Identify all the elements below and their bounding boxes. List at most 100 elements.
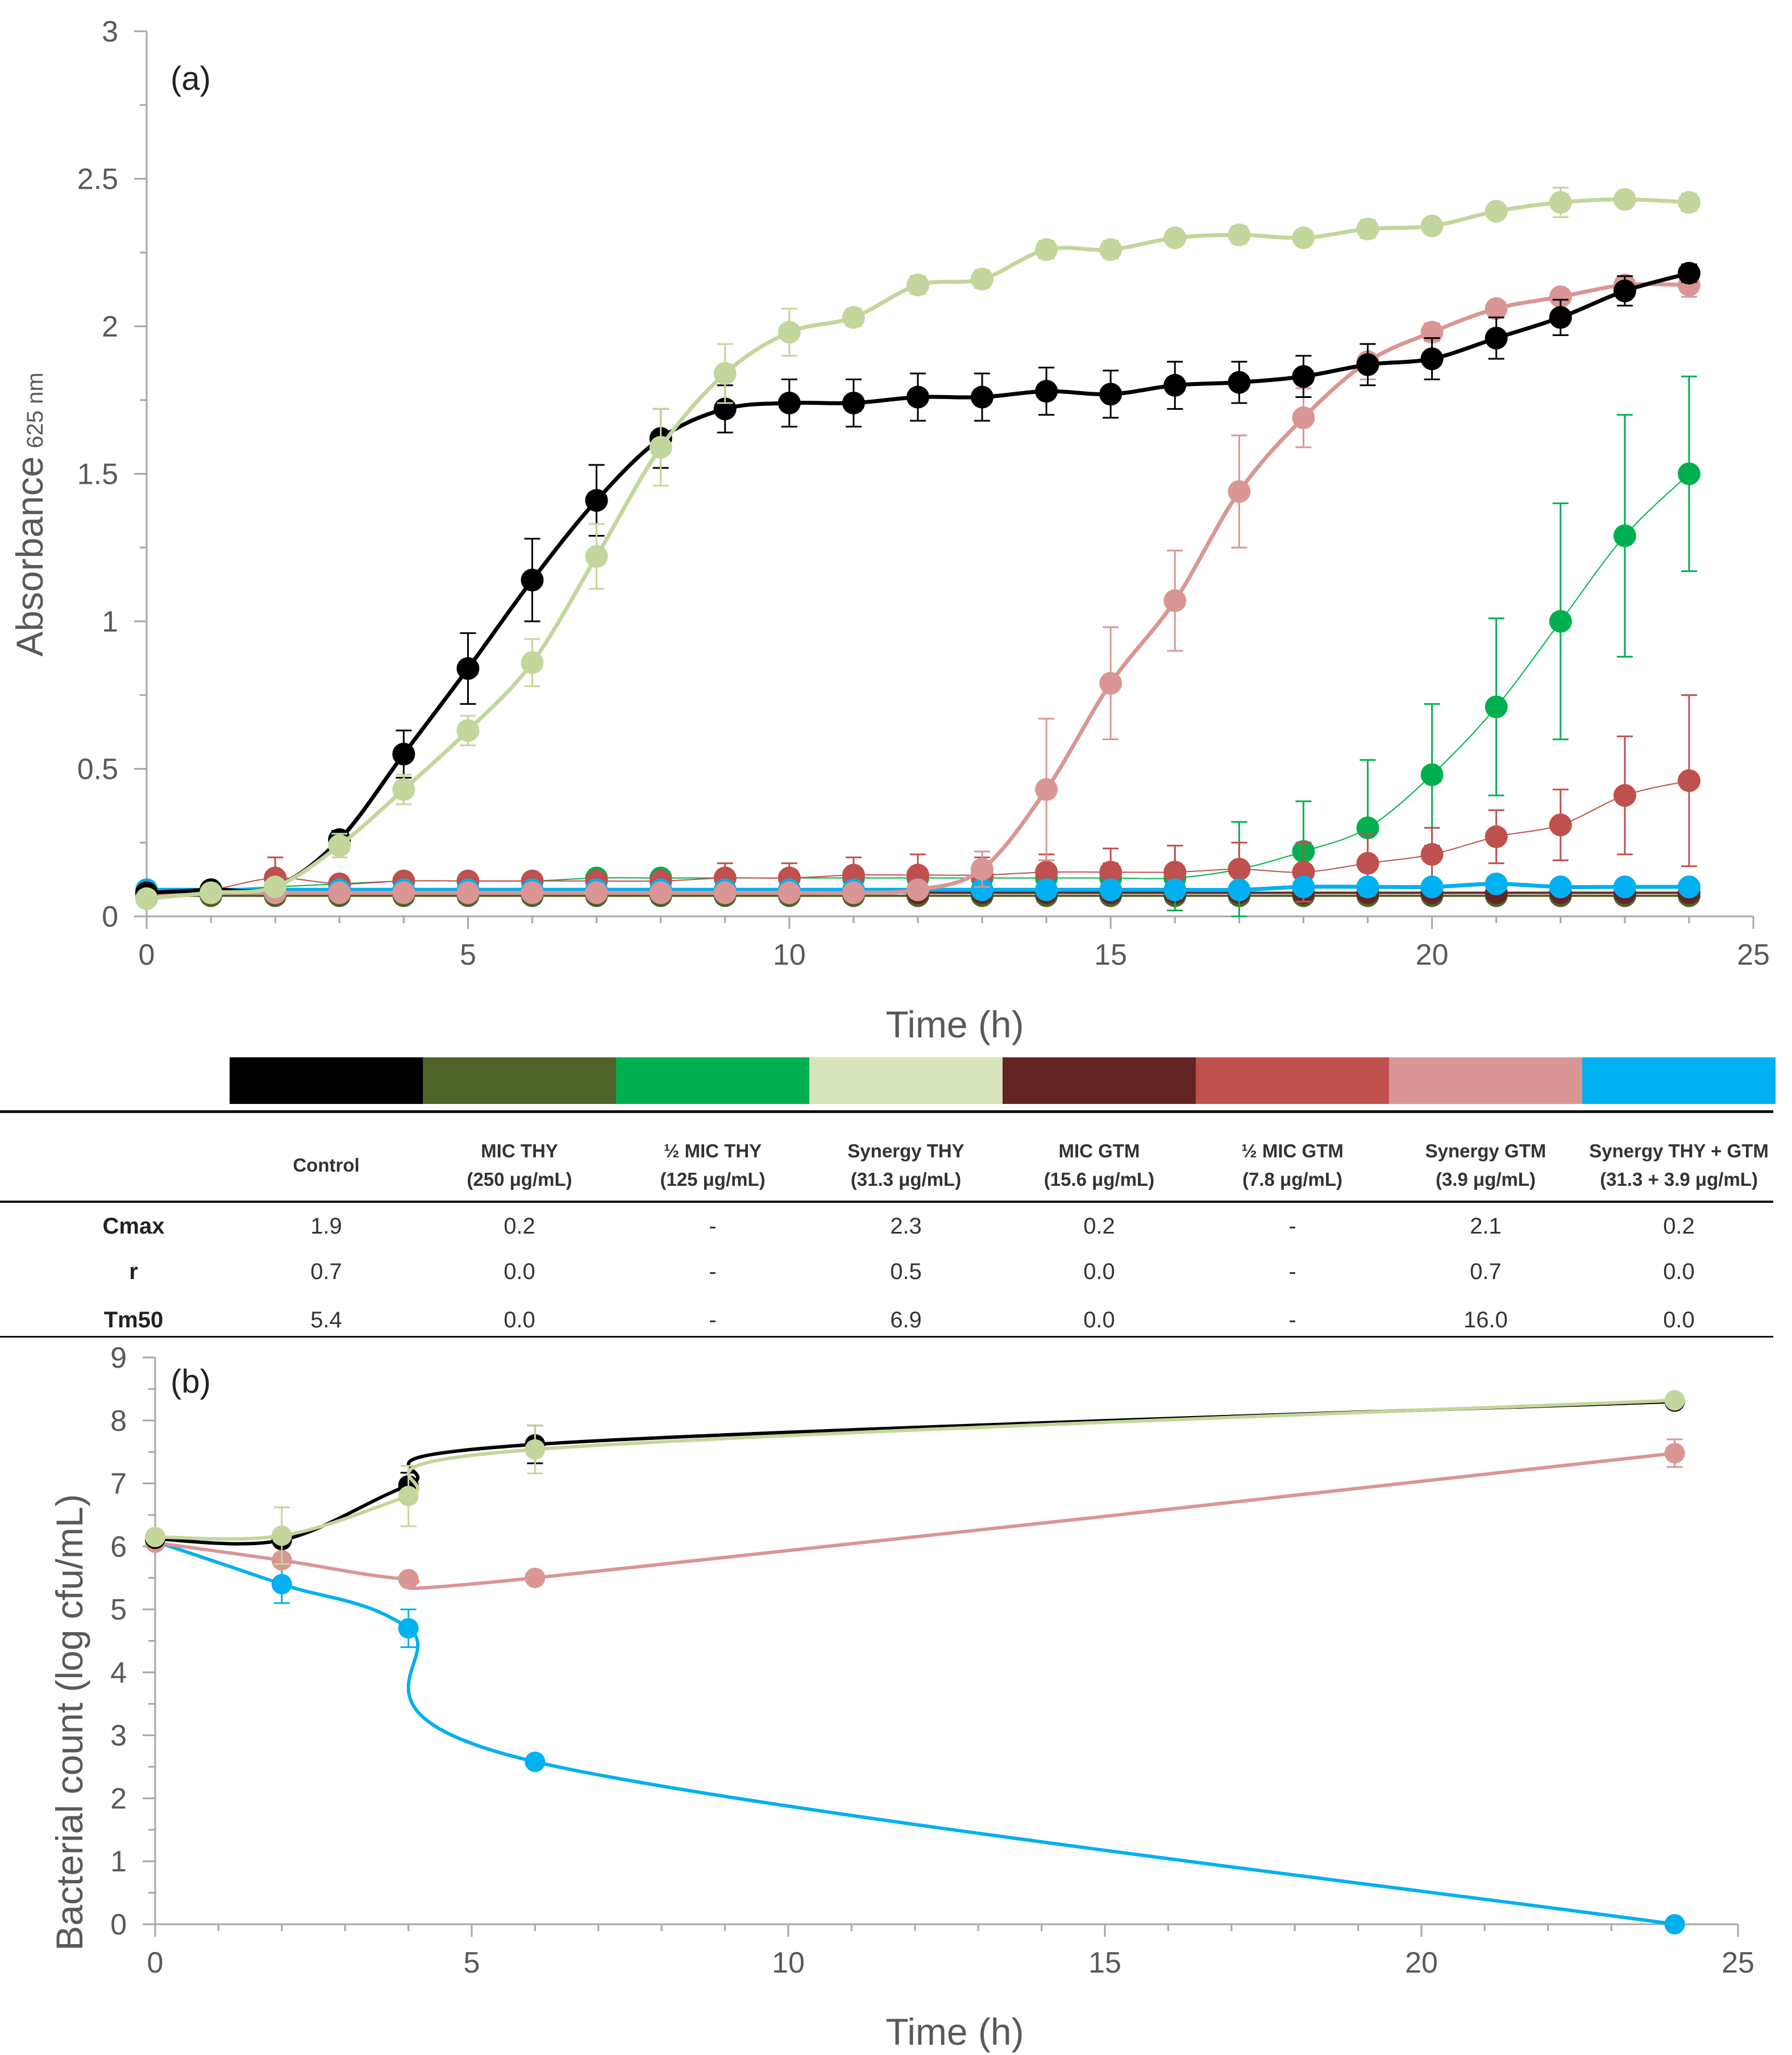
series-synergy-thy-gtm bbox=[145, 1531, 1685, 1934]
data-point bbox=[1292, 406, 1315, 429]
data-point bbox=[135, 887, 158, 910]
x-tick-label: 0 bbox=[147, 1946, 164, 1979]
data-point bbox=[1163, 373, 1187, 397]
series-line bbox=[146, 473, 1690, 894]
y-tick-label: 1 bbox=[110, 1845, 127, 1878]
chart-bacterial-count: 0 5 10 15 20 25 0 1 2 3 4 5 6 7 8 9 (b) Time (h) Bacter… bbox=[48, 1342, 1754, 2053]
y-tick-label: 2 bbox=[102, 310, 118, 343]
header-line1: Control bbox=[293, 1155, 360, 1176]
header-line2: (3.9 μg/mL) bbox=[1435, 1169, 1536, 1190]
series-line bbox=[146, 271, 1690, 895]
data-point bbox=[971, 267, 994, 290]
legend-swatch-mic-thy bbox=[423, 1057, 616, 1104]
table-cell: - bbox=[1288, 1214, 1296, 1239]
data-point bbox=[1549, 813, 1572, 837]
series-synergy-gtm bbox=[135, 272, 1700, 907]
legend-swatch-mic-gtm bbox=[1003, 1057, 1196, 1104]
x-tick-label: 10 bbox=[772, 1946, 805, 1979]
data-point bbox=[777, 881, 801, 904]
header-line1: ½ MIC THY bbox=[663, 1140, 762, 1161]
data-point bbox=[1035, 878, 1058, 902]
series-line bbox=[146, 282, 1689, 898]
legend-swatch-control bbox=[230, 1057, 423, 1104]
data-point bbox=[713, 362, 737, 385]
series-synergy-thy bbox=[135, 186, 1700, 910]
y-tick-label: 5 bbox=[110, 1593, 127, 1626]
data-point bbox=[328, 881, 351, 904]
series-line bbox=[146, 197, 1690, 901]
data-point bbox=[1677, 191, 1700, 214]
data-point bbox=[525, 1567, 546, 1588]
data-point bbox=[1099, 238, 1122, 261]
table-header-synergy-gtm: Synergy GTM (3.9 μg/mL) bbox=[1389, 1137, 1582, 1194]
data-point bbox=[1677, 462, 1700, 485]
header-line2: (7.8 μg/mL) bbox=[1242, 1169, 1343, 1190]
y-axis-title-a-sub: 625 nm bbox=[23, 372, 48, 448]
data-point bbox=[145, 1526, 165, 1547]
data-point bbox=[1035, 861, 1058, 884]
data-point bbox=[906, 385, 929, 409]
row-label-cmax: Cmax bbox=[102, 1214, 165, 1239]
series-line bbox=[155, 1539, 1675, 1926]
table-cell: 0.0 bbox=[1083, 1259, 1115, 1284]
x-tick-label: 0 bbox=[139, 939, 155, 972]
table-cell: - bbox=[709, 1214, 717, 1239]
data-point bbox=[1549, 875, 1572, 899]
data-point bbox=[1099, 383, 1122, 406]
y-tick-label: 0 bbox=[110, 1908, 127, 1941]
series-synergy-gtm bbox=[145, 1438, 1685, 1590]
series-control bbox=[135, 261, 1700, 904]
data-point bbox=[1549, 610, 1572, 633]
data-point bbox=[777, 321, 801, 344]
x-tick-label: 15 bbox=[1088, 1946, 1121, 1979]
data-point bbox=[906, 273, 929, 297]
data-point bbox=[842, 306, 865, 329]
data-point bbox=[521, 651, 544, 674]
y-tick-label: 3 bbox=[110, 1720, 127, 1753]
header-line1: Synergy GTM bbox=[1425, 1140, 1546, 1161]
data-point bbox=[1420, 763, 1444, 786]
table-header-mic-gtm: MIC GTM (15.6 μg/mL) bbox=[1003, 1137, 1196, 1194]
y-tick-label: 3 bbox=[102, 15, 118, 48]
x-axis-title-a: Time (h) bbox=[885, 1003, 1024, 1045]
y-tick-label: 1 bbox=[102, 605, 118, 638]
data-point bbox=[1613, 524, 1636, 547]
header-line1: Synergy THY bbox=[847, 1140, 964, 1161]
header-line1: MIC GTM bbox=[1058, 1140, 1140, 1161]
legend-swatch-synergy-gtm bbox=[1389, 1057, 1582, 1104]
parameter-table: Control MIC THY (250 μg/mL) ½ MIC THY (125 μ… bbox=[0, 1057, 1792, 1342]
data-point bbox=[392, 742, 415, 766]
table-cell: 0.7 bbox=[1470, 1259, 1502, 1284]
table-cell: 2.1 bbox=[1470, 1214, 1502, 1239]
table-header-control: Control bbox=[230, 1151, 423, 1180]
data-point bbox=[1356, 852, 1379, 875]
header-line2: (15.6 μg/mL) bbox=[1043, 1169, 1155, 1190]
table-header-half-mic-thy: ½ MIC THY (125 μg/mL) bbox=[616, 1137, 809, 1194]
data-point bbox=[1228, 371, 1251, 394]
data-point bbox=[1163, 589, 1187, 612]
data-point bbox=[1613, 188, 1636, 211]
table-cell: 2.3 bbox=[890, 1214, 922, 1239]
data-point bbox=[1677, 769, 1700, 792]
data-point bbox=[1485, 695, 1508, 719]
data-point bbox=[1677, 261, 1700, 285]
data-point bbox=[264, 875, 287, 899]
table-cell: 5.4 bbox=[310, 1307, 342, 1332]
table-cell: - bbox=[1288, 1307, 1296, 1332]
data-point bbox=[713, 881, 737, 904]
data-point bbox=[1356, 353, 1379, 376]
table-cell: 1.9 bbox=[310, 1214, 342, 1239]
data-point bbox=[456, 657, 480, 680]
data-point bbox=[525, 1439, 546, 1460]
header-line1: ½ MIC GTM bbox=[1241, 1140, 1344, 1161]
series-half-mic-thy bbox=[135, 375, 1700, 918]
x-axis-title-b: Time (h) bbox=[885, 2011, 1024, 2053]
data-point bbox=[1228, 223, 1251, 247]
data-point bbox=[1664, 1390, 1685, 1411]
table-header-half-mic-gtm: ½ MIC GTM (7.8 μg/mL) bbox=[1196, 1137, 1389, 1194]
y-tick-label: 8 bbox=[110, 1405, 127, 1438]
series-line bbox=[155, 1451, 1675, 1590]
data-point bbox=[1485, 825, 1508, 848]
data-point bbox=[1292, 226, 1315, 250]
data-point bbox=[1613, 784, 1636, 807]
